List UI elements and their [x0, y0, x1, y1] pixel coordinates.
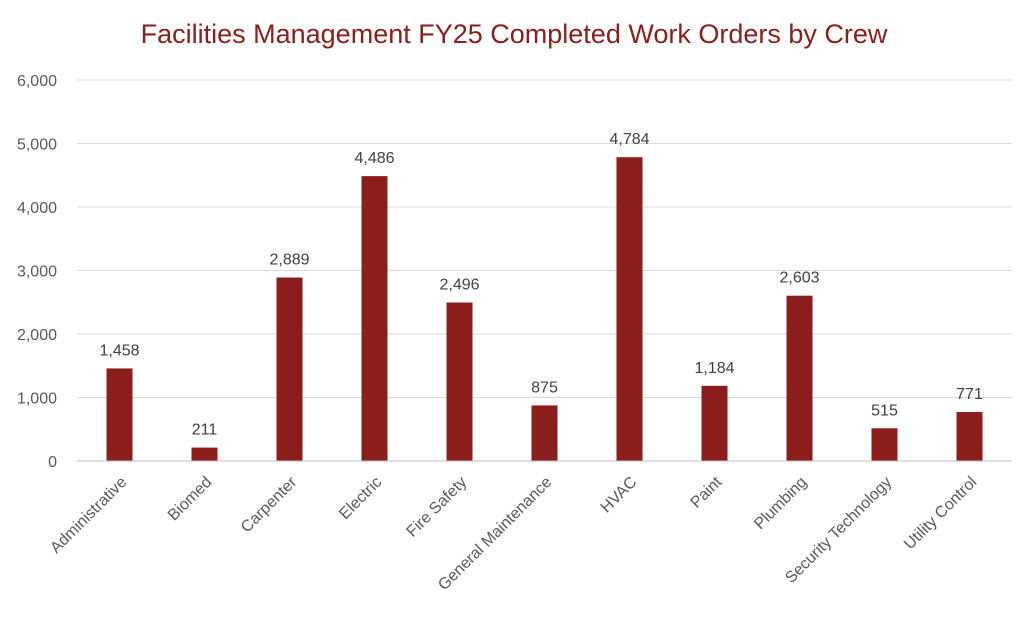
bar — [956, 412, 983, 461]
data-label: 2,889 — [269, 252, 309, 269]
data-label: 2,496 — [439, 277, 479, 294]
data-label: 515 — [871, 402, 898, 419]
bar — [786, 295, 813, 461]
bar — [276, 277, 303, 461]
category-label: Plumbing — [751, 474, 810, 533]
y-axis-ticks: 0 1,000 2,000 3,000 4,000 5,000 6,000 — [17, 73, 57, 471]
category-label: Utility Control — [901, 474, 980, 553]
bar — [191, 447, 218, 461]
category-label: Fire Safety — [404, 474, 471, 541]
gridlines — [77, 79, 1012, 398]
category-labels: Administrative Biomed Carpenter Electric Fir… — [47, 473, 980, 594]
bar — [361, 176, 388, 461]
y-tick-label: 5,000 — [17, 137, 57, 154]
category-label: Paint — [688, 473, 726, 511]
y-tick-label: 0 — [48, 454, 57, 471]
category-label: Electric — [336, 474, 385, 523]
data-label: 875 — [531, 379, 558, 396]
data-label: 2,603 — [779, 270, 819, 287]
category-label: HVAC — [598, 474, 641, 517]
data-labels: 1,458 211 2,889 4,486 2,496 875 4,784 1,184 2,60… — [99, 131, 982, 438]
bar — [616, 157, 643, 461]
y-tick-label: 6,000 — [17, 73, 57, 90]
bar — [446, 302, 473, 461]
bar — [106, 368, 133, 461]
bar — [871, 428, 898, 461]
chart-title: Facilities Management FY25 Completed Wor… — [141, 19, 888, 49]
y-tick-label: 2,000 — [17, 327, 57, 344]
data-label: 1,458 — [99, 342, 139, 359]
bar — [531, 405, 558, 461]
y-tick-label: 1,000 — [17, 391, 57, 408]
y-tick-label: 3,000 — [17, 264, 57, 281]
category-label: Administrative — [47, 474, 130, 557]
category-label: Biomed — [165, 474, 215, 524]
data-label: 1,184 — [694, 360, 734, 377]
bar — [701, 385, 728, 461]
category-label: Carpenter — [238, 473, 301, 536]
data-label: 4,784 — [609, 131, 649, 148]
bars — [106, 157, 983, 461]
data-label: 4,486 — [354, 150, 394, 167]
data-label: 771 — [956, 386, 983, 403]
data-label: 211 — [192, 422, 218, 439]
y-tick-label: 4,000 — [17, 200, 57, 217]
